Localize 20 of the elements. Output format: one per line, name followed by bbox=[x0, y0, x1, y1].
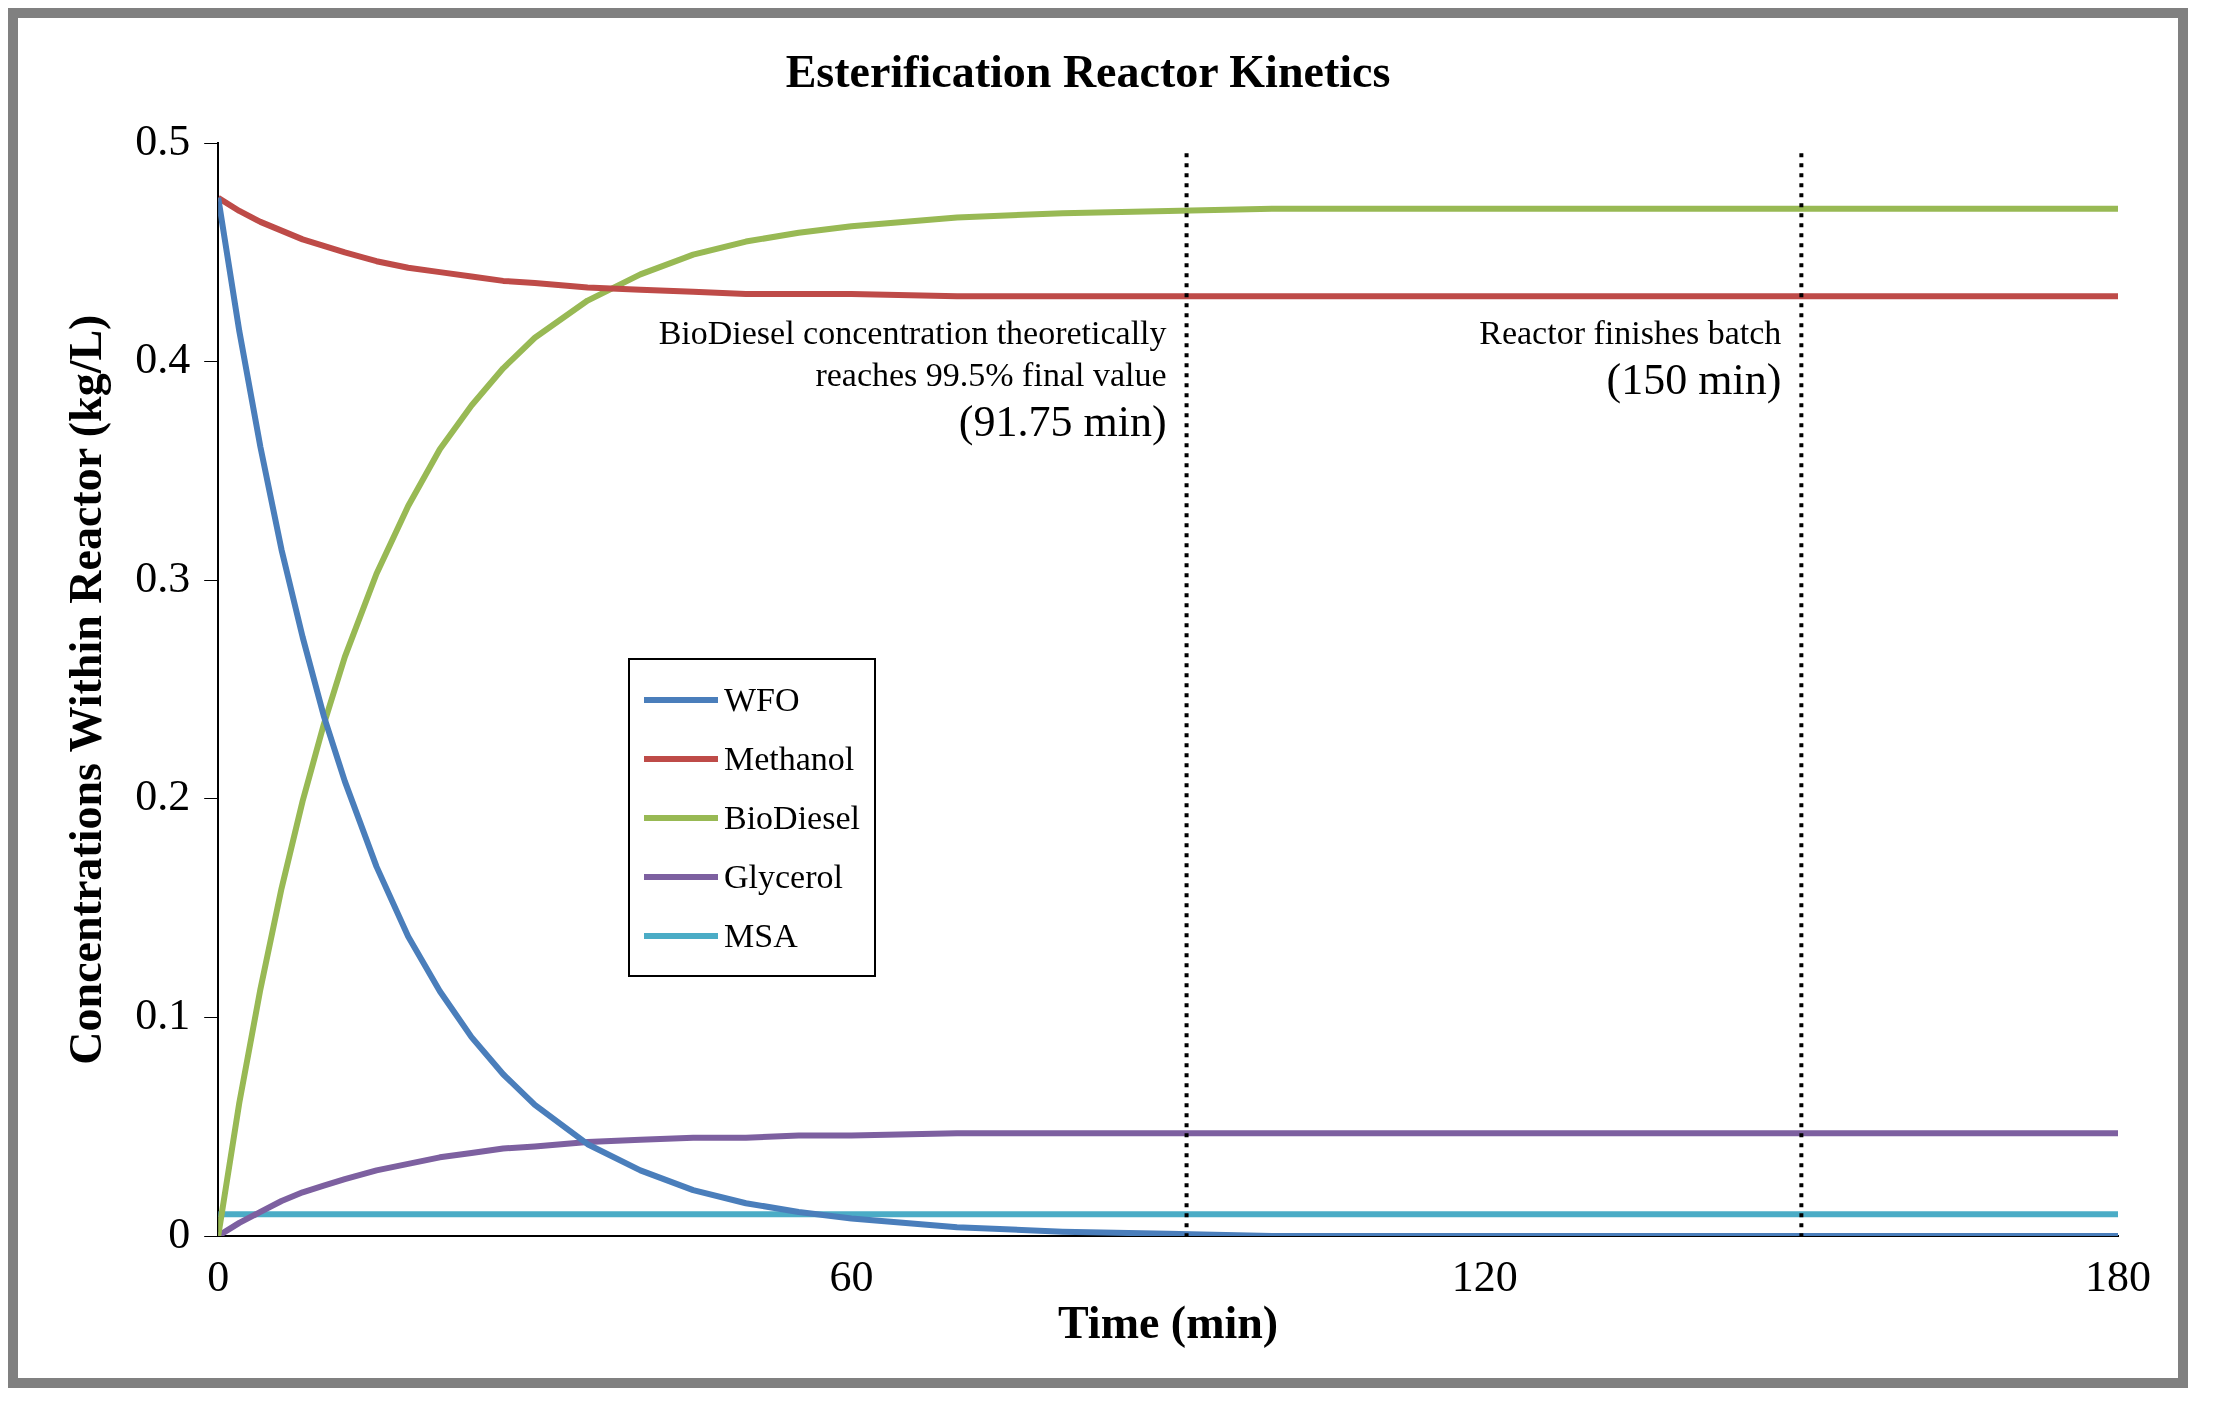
legend-label: WFO bbox=[724, 680, 800, 719]
y-tick-label: 0.1 bbox=[135, 990, 191, 1039]
legend-label: BioDiesel bbox=[724, 798, 860, 837]
x-tick-label: 120 bbox=[1451, 1251, 1518, 1301]
y-tick-label: 0.4 bbox=[135, 334, 191, 384]
y-tick-label: 0.5 bbox=[135, 115, 191, 165]
y-tick-label: 0.3 bbox=[135, 552, 191, 602]
legend-label: Glycerol bbox=[724, 857, 843, 896]
y-axis-title: Concentrations Within Reactor (kg/L) bbox=[60, 314, 112, 1065]
y-tick-label: 0 bbox=[168, 1208, 191, 1258]
ref-line-label: BioDiesel concentration theoretically reaches 99.5% final value (91.75 min) bbox=[658, 314, 1167, 446]
legend-label: Methanol bbox=[724, 739, 855, 778]
x-tick-label: 0 bbox=[207, 1251, 230, 1301]
x-tick-label: 60 bbox=[829, 1251, 874, 1301]
legend-label: MSA bbox=[724, 916, 798, 955]
x-tick-label: 180 bbox=[2085, 1251, 2151, 1301]
ref-line-label: Reactor finishes batch (150 min) bbox=[1479, 314, 1782, 404]
x-axis-title: Time (min) bbox=[1058, 1297, 1279, 1349]
chart-title: Esterification Reactor Kinetics bbox=[785, 46, 1391, 98]
y-tick-label: 0.2 bbox=[135, 771, 191, 821]
